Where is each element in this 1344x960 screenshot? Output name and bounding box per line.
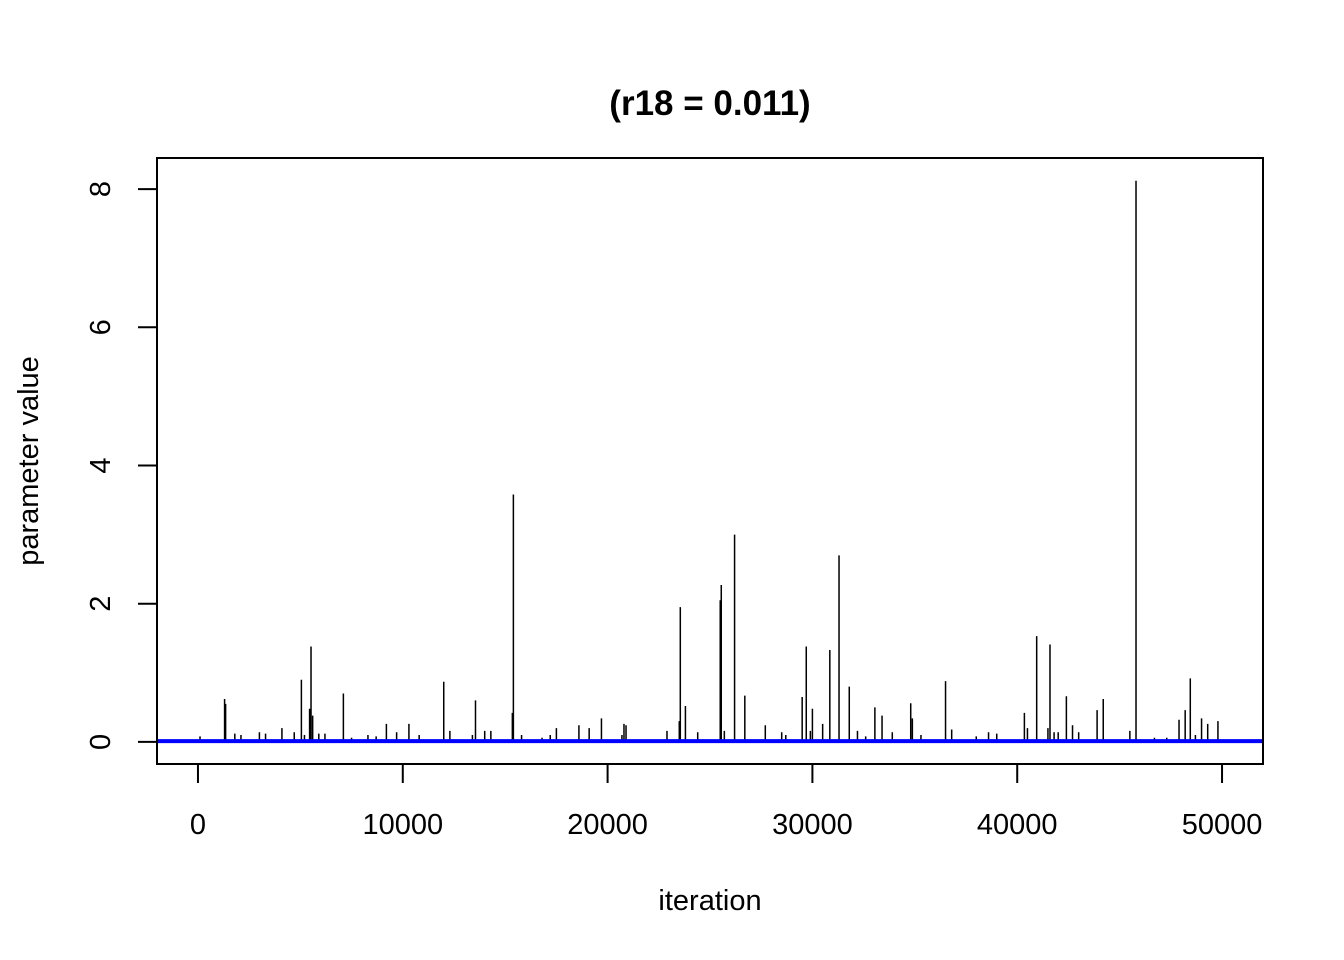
- x-axis: 0 10000 20000 30000 40000 50000: [190, 763, 1263, 841]
- x-tick-label: 0: [190, 809, 206, 841]
- plot-frame: [156, 157, 1264, 765]
- x-tick-label: 40000: [977, 809, 1058, 841]
- trace-line: [197, 180, 1223, 742]
- y-tick-label: 8: [85, 181, 117, 197]
- plot-content: [157, 180, 1263, 744]
- x-tick-label: 20000: [567, 809, 648, 841]
- y-axis: 0 2 4 6 8: [85, 181, 158, 750]
- y-tick-label: 6: [85, 319, 117, 335]
- x-tick-label: 10000: [362, 809, 443, 841]
- x-tick-label: 50000: [1182, 809, 1263, 841]
- chart-title: (r18 = 0.011): [609, 84, 810, 123]
- x-tick-label: 30000: [772, 809, 853, 841]
- y-tick-label: 2: [85, 596, 117, 612]
- y-tick-label: 4: [85, 457, 117, 473]
- y-tick-label: 0: [85, 734, 117, 750]
- y-axis-label: parameter value: [13, 356, 45, 566]
- x-axis-label: iteration: [658, 885, 761, 917]
